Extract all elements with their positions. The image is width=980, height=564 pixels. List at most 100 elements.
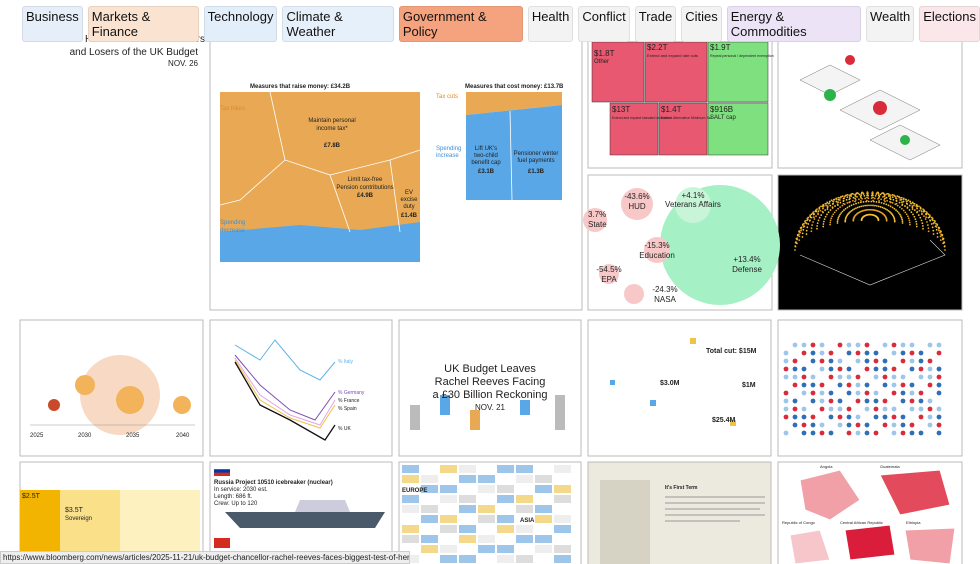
label: Tax hikes xyxy=(220,106,245,112)
flag xyxy=(214,538,230,548)
dot xyxy=(879,193,882,196)
nav-tab[interactable]: Technology xyxy=(203,6,278,42)
box xyxy=(707,41,769,103)
dot xyxy=(922,227,924,230)
nav-tab[interactable]: Business xyxy=(22,6,83,42)
nav-tab[interactable]: Conflict xyxy=(578,6,630,42)
nav-tab[interactable]: Government & Policy xyxy=(398,6,523,42)
dot xyxy=(900,216,903,219)
dot xyxy=(864,430,870,436)
label: Ethiopia xyxy=(906,520,921,525)
dot xyxy=(939,239,942,241)
dot xyxy=(936,366,942,372)
cell xyxy=(421,535,438,543)
dot xyxy=(874,195,877,197)
dot xyxy=(810,230,813,233)
label: increase xyxy=(436,153,459,159)
label: Tax cuts xyxy=(436,94,458,100)
tile[interactable] xyxy=(777,174,963,311)
cell xyxy=(535,475,552,483)
label: -54.5% xyxy=(596,265,621,274)
text-lines xyxy=(665,496,765,522)
label: Defense xyxy=(732,265,762,274)
dot xyxy=(935,228,938,231)
dot xyxy=(839,213,841,216)
dot xyxy=(794,245,797,248)
dot xyxy=(798,239,801,241)
dot xyxy=(915,220,918,223)
dot xyxy=(819,430,825,436)
dot xyxy=(933,221,935,224)
label: Russia Project 10510 icebreaker (nuclear… xyxy=(214,480,333,486)
dot xyxy=(801,422,807,428)
nav-tab[interactable]: Markets & Finance xyxy=(87,6,199,42)
nav-tab[interactable]: Cities xyxy=(681,6,722,42)
label: Total cut: $15M xyxy=(706,348,757,355)
label: Angola xyxy=(820,464,833,469)
label: Spending xyxy=(436,146,461,152)
label: HUD xyxy=(628,202,646,211)
dot xyxy=(864,342,870,348)
dot xyxy=(824,209,827,211)
dot xyxy=(873,350,879,356)
dot xyxy=(818,207,821,210)
dot xyxy=(927,382,933,388)
cell xyxy=(554,485,571,493)
dot xyxy=(864,204,866,207)
dot xyxy=(914,218,917,221)
label: Extend and expand standard deduction xyxy=(612,116,671,120)
tile[interactable] xyxy=(587,319,772,457)
dot xyxy=(835,209,838,212)
bubble xyxy=(644,237,670,263)
dot xyxy=(819,350,825,356)
cell xyxy=(535,545,552,553)
nav-tab[interactable]: Health xyxy=(527,6,574,42)
nav-tab[interactable]: Trade xyxy=(634,6,677,42)
dot xyxy=(828,398,834,404)
nav-tab[interactable]: Elections xyxy=(919,6,980,42)
cell xyxy=(459,465,476,473)
dot xyxy=(854,197,856,200)
dot xyxy=(890,212,892,214)
cell xyxy=(554,545,571,553)
dot xyxy=(867,194,870,197)
dot xyxy=(871,208,873,211)
dot xyxy=(842,200,845,203)
dot xyxy=(822,220,825,223)
dot xyxy=(906,207,909,209)
dot xyxy=(864,422,870,428)
dot xyxy=(918,390,924,396)
nav-tab[interactable]: Wealth xyxy=(866,6,915,42)
dot xyxy=(803,225,806,228)
dot xyxy=(860,205,863,208)
isometric-illustration xyxy=(799,55,941,161)
dot xyxy=(850,195,853,197)
nav-tab[interactable]: Climate & Weather xyxy=(282,6,394,42)
label: Education xyxy=(639,251,675,260)
dot xyxy=(858,193,861,196)
dot xyxy=(798,235,801,238)
dot xyxy=(870,194,873,197)
dot xyxy=(925,213,928,216)
dot xyxy=(883,199,886,201)
dot xyxy=(882,374,888,380)
dot xyxy=(900,414,906,420)
nav-tab[interactable]: Energy & Commodities xyxy=(726,6,862,42)
dot xyxy=(848,196,851,198)
dot xyxy=(936,382,942,388)
bubble xyxy=(583,208,607,232)
label: benefit cap xyxy=(471,160,501,166)
label: Maintain personal xyxy=(308,118,355,124)
label: $3.5T xyxy=(65,507,84,514)
dot xyxy=(857,198,860,201)
dot xyxy=(796,234,799,237)
dot xyxy=(917,214,920,216)
tile[interactable] xyxy=(398,319,582,457)
tile[interactable] xyxy=(209,319,393,457)
dot xyxy=(905,213,908,216)
dot xyxy=(887,195,890,197)
tile[interactable] xyxy=(777,319,963,457)
cell xyxy=(516,555,533,563)
year-label: 2035 xyxy=(126,433,140,439)
country-grid xyxy=(402,465,571,563)
